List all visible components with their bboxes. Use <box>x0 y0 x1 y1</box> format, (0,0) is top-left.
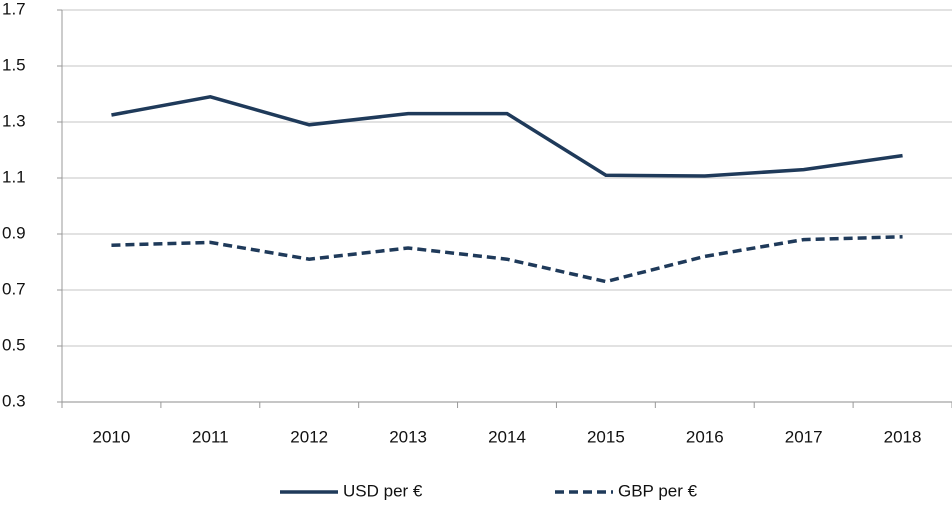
x-tick-label: 2016 <box>686 427 724 446</box>
x-tick-label: 2010 <box>93 427 131 446</box>
x-tick-label: 2014 <box>488 427 526 446</box>
x-tick-label: 2015 <box>587 427 625 446</box>
legend-label: GBP per € <box>618 481 698 500</box>
y-tick-label: 1.1 <box>2 167 26 186</box>
x-tick-label: 2018 <box>884 427 922 446</box>
y-tick-label: 1.3 <box>2 111 26 130</box>
y-tick-label: 0.3 <box>2 391 26 410</box>
legend-label: USD per € <box>343 481 423 500</box>
y-tick-label: 1.5 <box>2 55 26 74</box>
x-tick-label: 2013 <box>389 427 427 446</box>
y-tick-label: 1.7 <box>2 0 26 18</box>
x-tick-label: 2012 <box>290 427 328 446</box>
y-tick-label: 0.5 <box>2 335 26 354</box>
y-tick-label: 0.9 <box>2 223 26 242</box>
series-line <box>111 235 903 284</box>
x-tick-label: 2011 <box>192 427 229 446</box>
x-tick-label: 2017 <box>785 427 823 446</box>
series-line <box>111 95 903 178</box>
y-tick-label: 0.7 <box>2 279 26 298</box>
